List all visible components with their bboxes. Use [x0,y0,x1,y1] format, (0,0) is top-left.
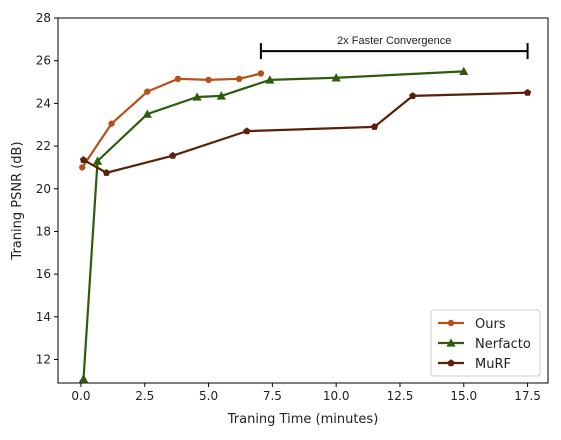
data-point [409,92,417,99]
data-point [370,123,379,130]
plot-frame [57,17,549,384]
series-layer [78,66,532,383]
data-point [331,73,341,82]
series-line-nerfacto [82,70,464,379]
data-point [102,168,111,176]
x-tick-label: 17.5 [514,389,541,403]
data-point [265,75,275,84]
legend-swatch-marker [447,319,455,327]
data-point [78,374,89,383]
y-axis-title: Traning PSNR (dB) [10,141,25,260]
annotation-label: 2x Faster Convergence [337,35,451,47]
data-point [169,151,177,159]
x-tick-label: 2.5 [135,389,154,403]
legend-box [430,309,541,377]
data-point [243,127,251,135]
x-tick-label: 5.0 [199,389,218,403]
series-nerfacto [78,66,469,383]
data-point [79,156,88,164]
legend-swatch-marker [446,338,456,347]
x-axis-title: Traning Time (minutes) [227,412,379,427]
series-line-murf [82,91,528,174]
data-point [205,76,212,84]
x-tick-label: 10.0 [323,389,350,403]
data-point [235,75,243,83]
legend: Ours Nerfacto MuRF [430,309,541,377]
y-tick-label: 22 [36,139,51,153]
data-point [79,164,86,171]
legend-label: MuRF [475,357,511,372]
x-tick-label: 12.5 [387,389,414,403]
data-point [257,70,265,77]
series-ours [79,70,265,171]
y-tick-label: 12 [36,353,51,367]
y-tick-label: 28 [36,11,51,25]
y-tick-label: 18 [36,224,51,238]
legend-label: Nerfacto [475,337,531,352]
y-tick-label: 20 [36,182,51,196]
y-tick-label: 26 [36,54,51,68]
y-tick-label: 24 [36,96,51,110]
data-point [523,88,532,96]
data-point [174,75,182,83]
annotation-layer: 2x Faster Convergence [259,35,529,60]
legend-label: Ours [475,317,506,332]
data-point [192,92,202,101]
data-point [108,120,115,127]
x-tick-label: 0.0 [71,389,90,403]
x-tick-label: 15.0 [450,389,477,403]
data-point [459,66,469,76]
y-tick-label: 16 [36,267,51,281]
data-point [142,109,152,118]
data-point [144,88,151,95]
axes-layer: 0.0 2.5 5.0 7.5 10.0 12.5 15.0 17.5 12 14 16 18 20 22… [10,11,549,427]
y-tick-label: 14 [36,310,51,324]
series-murf [79,88,532,176]
legend-swatch-marker [447,359,455,367]
x-tick-label: 7.5 [263,389,282,403]
data-point [92,156,103,165]
data-point [216,91,226,100]
